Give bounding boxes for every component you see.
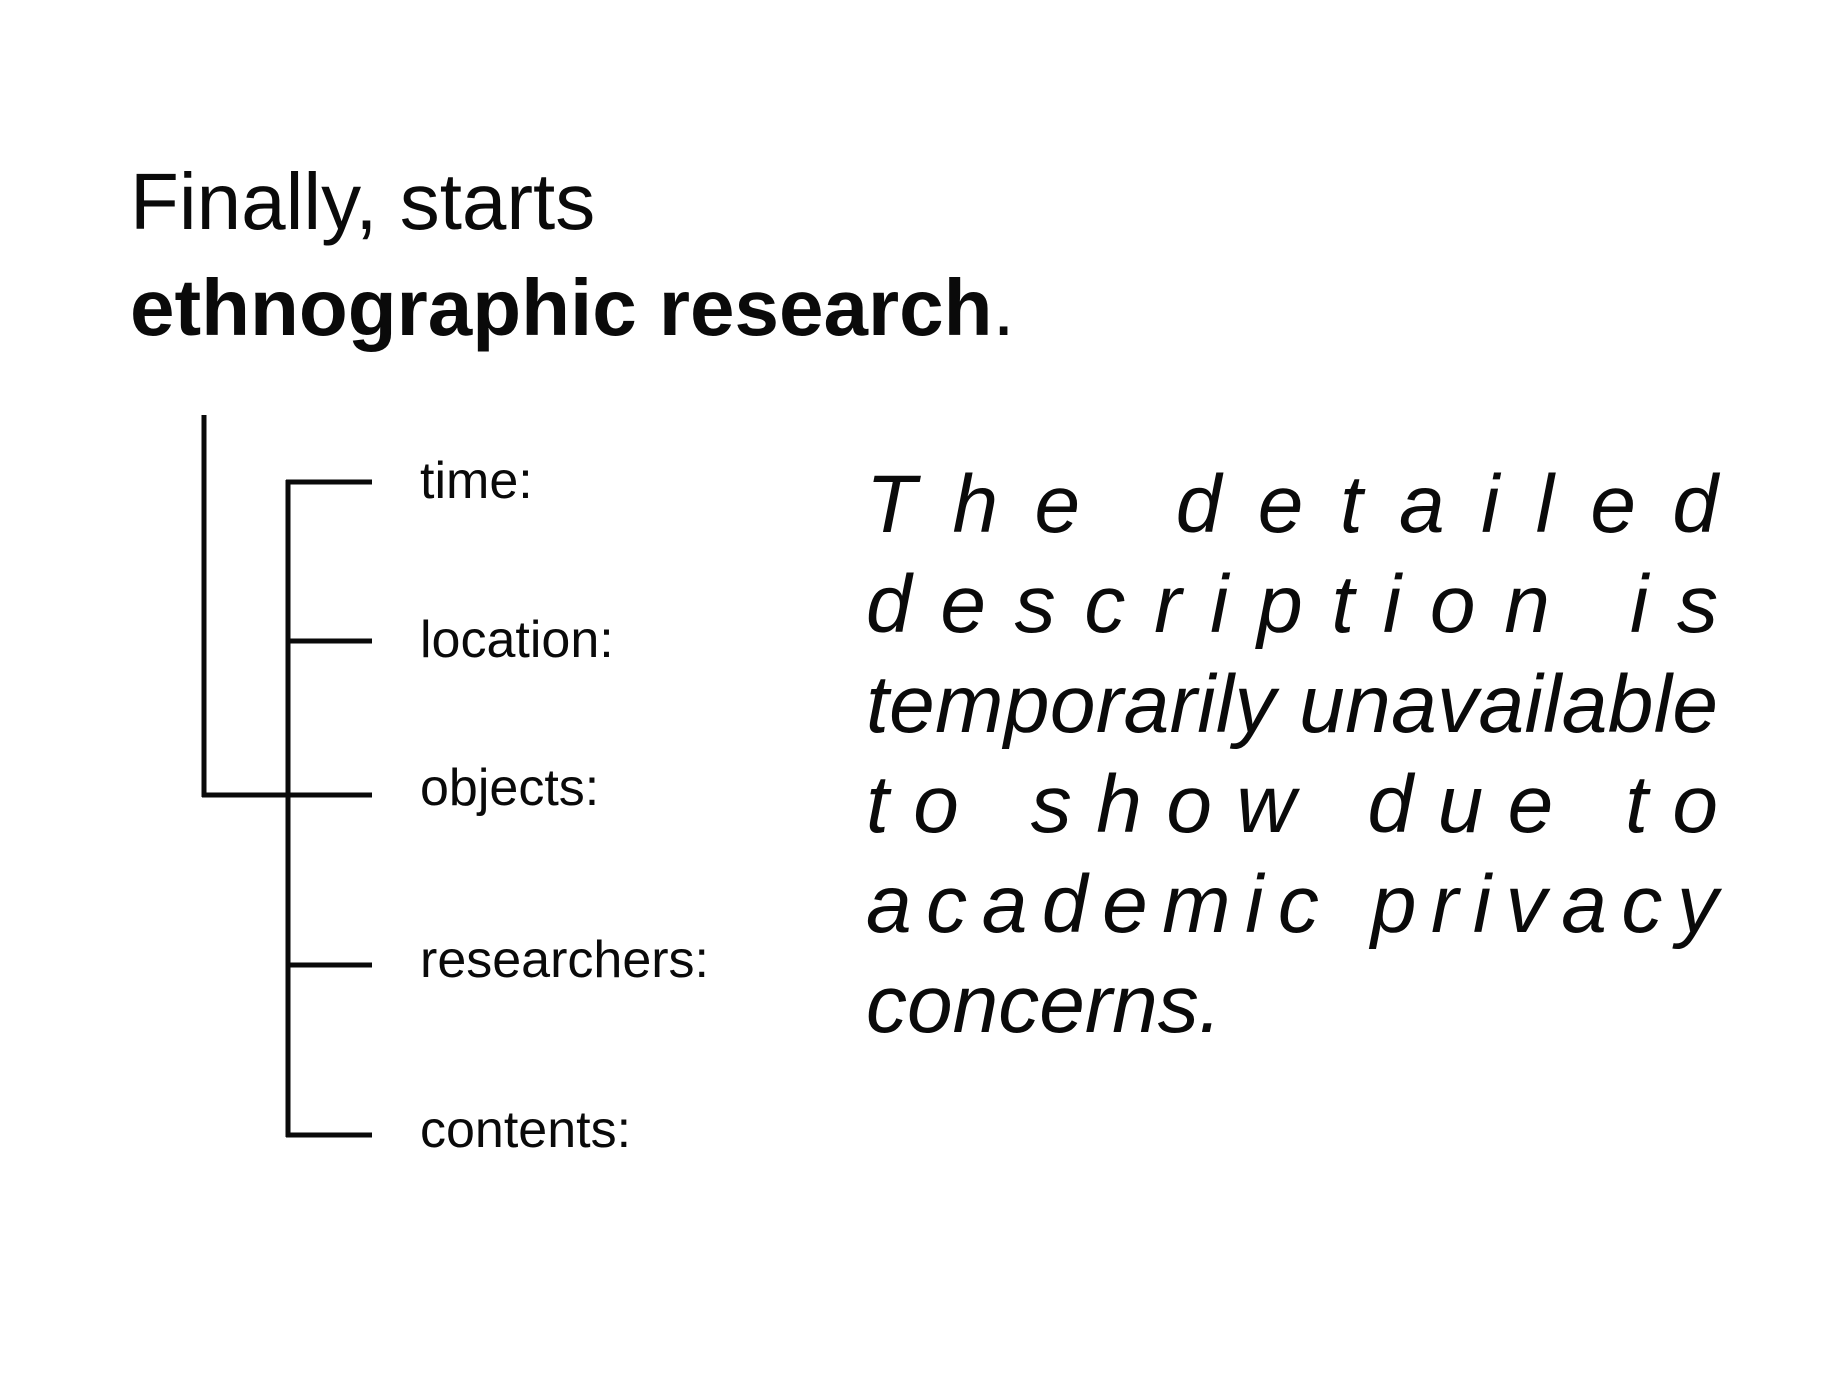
description-line: description is	[866, 559, 1747, 650]
description-line: academic privacy	[866, 859, 1733, 950]
heading-emphasis: ethnographic research	[130, 263, 993, 352]
field-label-time: time:	[420, 452, 533, 510]
description-text: The detailed description is temporarily …	[866, 455, 1718, 1055]
heading-line-2: ethnographic research.	[130, 268, 1015, 348]
heading-period: .	[992, 263, 1015, 352]
description-line: to show due to	[866, 759, 1743, 850]
field-label-contents: contents:	[420, 1101, 632, 1159]
field-label-objects: objects:	[420, 759, 600, 817]
field-label-location: location:	[420, 611, 614, 669]
description-line: The detailed	[866, 459, 1755, 550]
heading-line-1: Finally, starts	[130, 157, 596, 246]
description-line: temporarily unavailable	[866, 659, 1719, 750]
description-line: concerns.	[866, 959, 1222, 1050]
field-label-researchers: researchers:	[420, 931, 709, 989]
